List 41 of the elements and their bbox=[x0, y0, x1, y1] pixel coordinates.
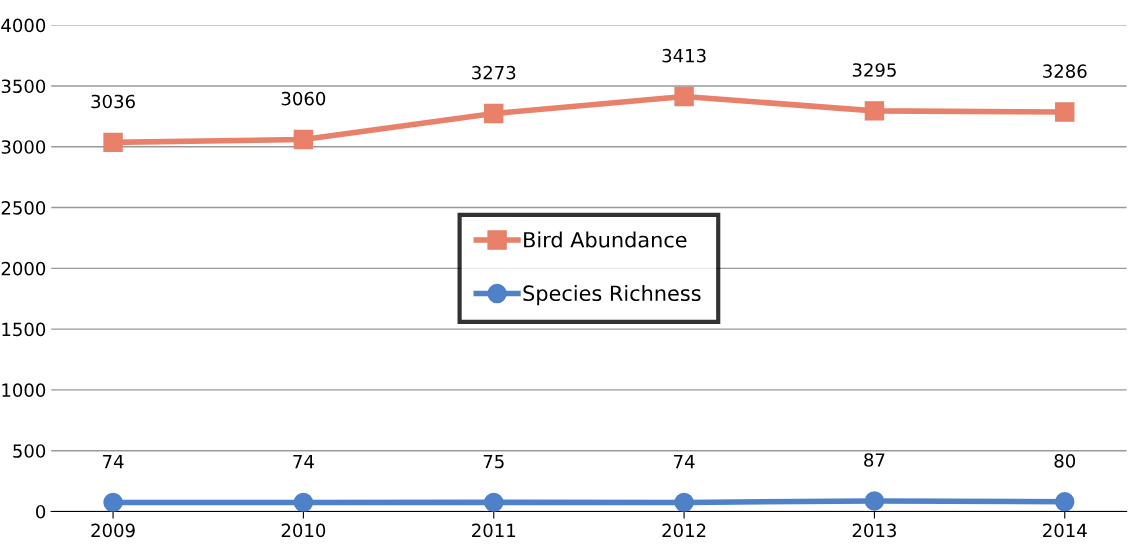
data-label: 74 bbox=[103, 455, 124, 469]
point bbox=[293, 129, 314, 150]
point bbox=[103, 492, 123, 512]
point bbox=[1055, 102, 1075, 122]
point bbox=[864, 101, 885, 121]
x-tick-label: 2012 bbox=[662, 523, 706, 538]
y-tick-label: 1000 bbox=[2, 383, 46, 398]
point bbox=[674, 86, 694, 107]
y-tick-label: 2500 bbox=[1, 200, 46, 215]
data-label: 80 bbox=[1054, 454, 1076, 468]
data-label: 87 bbox=[864, 453, 885, 467]
point bbox=[674, 492, 694, 512]
data-label: 3295 bbox=[852, 63, 896, 77]
data-label: 3036 bbox=[91, 94, 135, 109]
point bbox=[293, 492, 314, 512]
legend-label: Species Richness bbox=[523, 284, 701, 306]
data-label: 74 bbox=[293, 455, 314, 469]
y-tick-label: 3000 bbox=[1, 140, 46, 154]
y-tick-label: 3500 bbox=[1, 79, 46, 94]
x-tick-label: 2009 bbox=[91, 523, 135, 538]
data-label: 75 bbox=[483, 454, 504, 469]
point bbox=[1055, 492, 1075, 512]
y-tick-label: 4000 bbox=[1, 18, 46, 33]
y-tick-label: 500 bbox=[13, 444, 46, 458]
point bbox=[484, 492, 504, 512]
legend-label: Bird Abundance bbox=[524, 231, 687, 248]
data-label: 3413 bbox=[662, 48, 706, 63]
y-tick-label: 0 bbox=[36, 504, 46, 519]
y-tick-label: 2000 bbox=[1, 261, 46, 276]
point bbox=[864, 491, 885, 511]
x-tick-label: 2011 bbox=[472, 523, 516, 538]
data-label: 3273 bbox=[472, 65, 516, 80]
data-label: 3060 bbox=[281, 91, 326, 106]
data-label: 3286 bbox=[1043, 64, 1087, 78]
x-tick-label: 2010 bbox=[281, 523, 326, 538]
x-tick-label: 2013 bbox=[852, 523, 896, 538]
x-tick-label: 2014 bbox=[1043, 523, 1087, 538]
y-tick-label: 1500 bbox=[2, 322, 46, 337]
point bbox=[103, 132, 123, 153]
data-label: 74 bbox=[674, 455, 695, 469]
point bbox=[484, 103, 504, 124]
